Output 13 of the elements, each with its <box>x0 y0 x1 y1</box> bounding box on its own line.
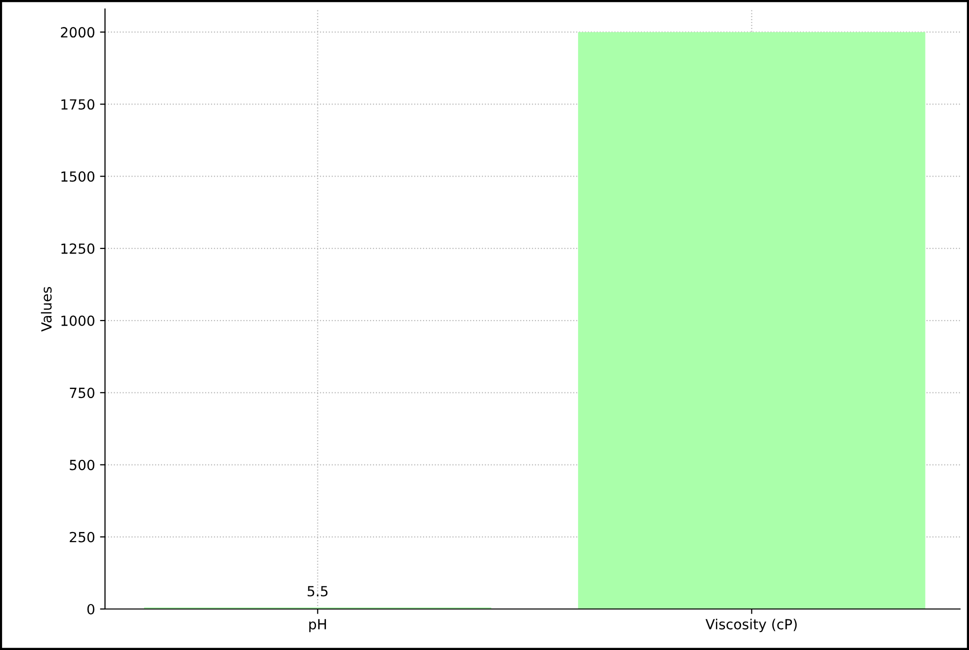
y-tick-label: 1250 <box>61 243 94 254</box>
x-tick-label: pH <box>309 619 326 632</box>
y-tick-label: 750 <box>70 388 94 398</box>
x-tick-label: Viscosity (cP) <box>706 618 797 632</box>
y-axis-title: Values <box>40 286 52 332</box>
y-tick-label: 2000 <box>60 27 94 38</box>
y-tick-label: 1000 <box>61 316 94 326</box>
y-tick-label: 1500 <box>61 171 94 182</box>
y-tick-label: 0 <box>87 604 94 614</box>
y-tick-label: 1750 <box>61 99 94 110</box>
y-tick-label: 250 <box>70 532 94 542</box>
data-label: 5.5 <box>308 586 328 596</box>
y-tick-label: 500 <box>70 460 94 470</box>
